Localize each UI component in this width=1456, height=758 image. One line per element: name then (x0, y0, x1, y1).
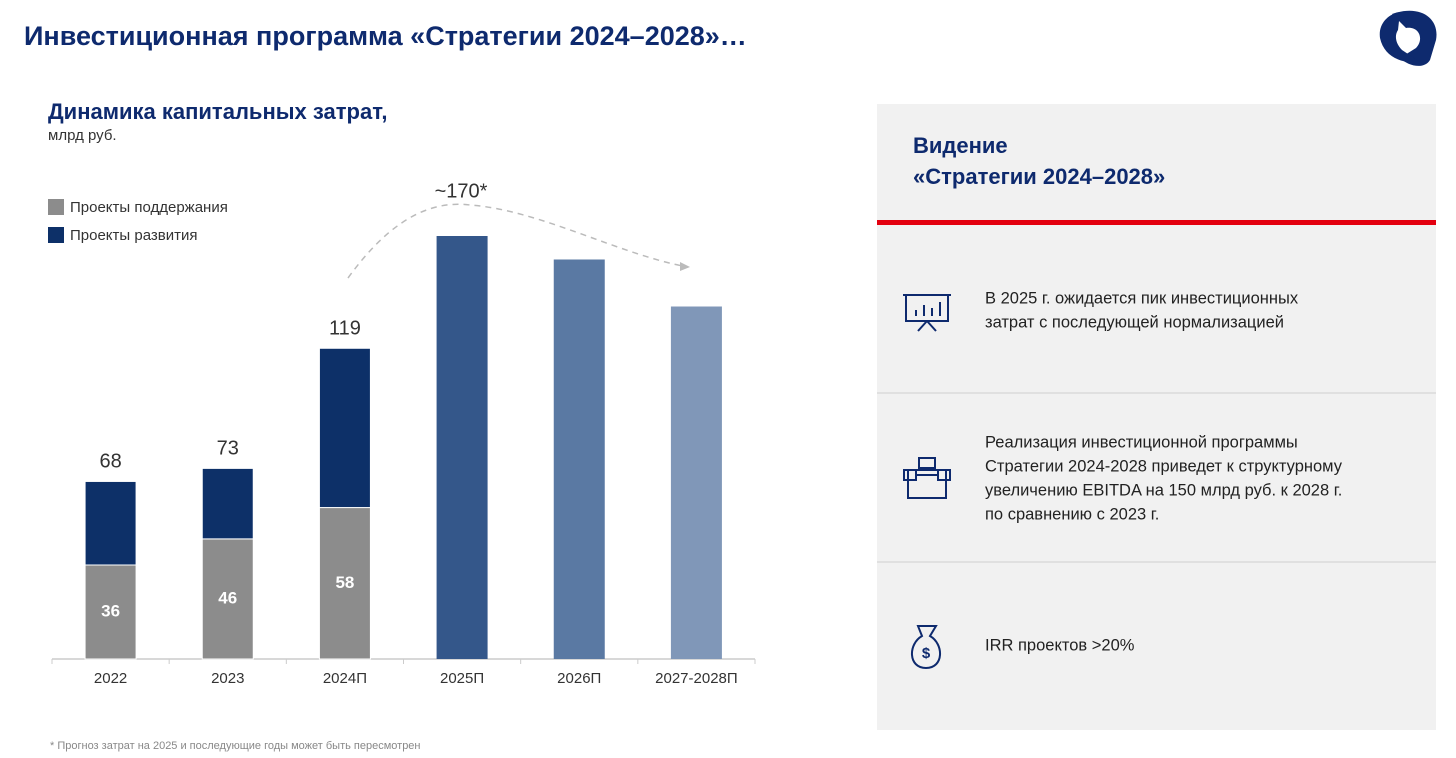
panel-item-text: по сравнению с 2023 г. (985, 505, 1159, 523)
icon-structure (903, 457, 951, 499)
icon-chart (903, 294, 951, 332)
bar-segment (84, 480, 137, 566)
logo (1379, 10, 1437, 66)
forecast-bar (670, 306, 722, 659)
data-label: 58 (335, 573, 354, 592)
x-tick-label: 2024П (323, 670, 367, 687)
svg-text:$: $ (922, 645, 931, 662)
chart-title: Динамика капитальных затрат, (48, 99, 387, 124)
x-tick-label: 2023 (211, 670, 244, 687)
icon-money: $ (911, 625, 941, 670)
chart-subtitle: млрд руб. (48, 127, 117, 144)
data-label: 46 (218, 588, 237, 607)
arrow-head (680, 262, 690, 271)
legend-swatch (48, 199, 64, 215)
annotation: ~170* (435, 180, 488, 202)
panel-item-text: В 2025 г. ожидается пик инвестиционных (985, 289, 1299, 307)
forecast-bar (553, 259, 605, 659)
panel-title: «Стратегии 2024–2028» (913, 164, 1165, 189)
panel-item-text: IRR проектов >20% (985, 636, 1135, 654)
legend-swatch (48, 227, 64, 243)
legend-label: Проекты развития (70, 227, 197, 244)
bar-segment (318, 507, 371, 660)
total-label: 68 (99, 451, 121, 473)
total-label: 119 (329, 318, 361, 340)
legend-label: Проекты поддержания (70, 199, 228, 216)
panel-accent (877, 220, 1436, 225)
trend-arrow (347, 203, 689, 279)
panel-item-text: увеличению EBITDA на 150 млрд руб. к 202… (985, 481, 1342, 499)
footnote: * Прогноз затрат на 2025 и последующие г… (50, 740, 421, 752)
panel (877, 104, 1436, 730)
x-tick-label: 2025П (440, 670, 484, 687)
data-label: 36 (101, 601, 120, 620)
panel-item-text: Стратегии 2024-2028 приведет к структурн… (985, 457, 1343, 475)
page-title: Инвестиционная программа «Стратегии 2024… (24, 21, 747, 51)
x-tick-label: 2022 (94, 670, 127, 687)
x-tick-label: 2026П (557, 670, 601, 687)
forecast-bar (436, 236, 488, 659)
bar-segment (201, 467, 254, 540)
total-label: 73 (217, 438, 239, 460)
panel-title: Видение (913, 133, 1008, 158)
bar-segment (318, 347, 371, 509)
bar-segment (201, 538, 254, 660)
panel-item-text: затрат с последующей нормализацией (985, 313, 1284, 331)
bar-segment (84, 564, 137, 660)
panel-item-text: Реализация инвестиционной программы (985, 433, 1298, 451)
x-tick-label: 2027-2028П (655, 670, 738, 687)
